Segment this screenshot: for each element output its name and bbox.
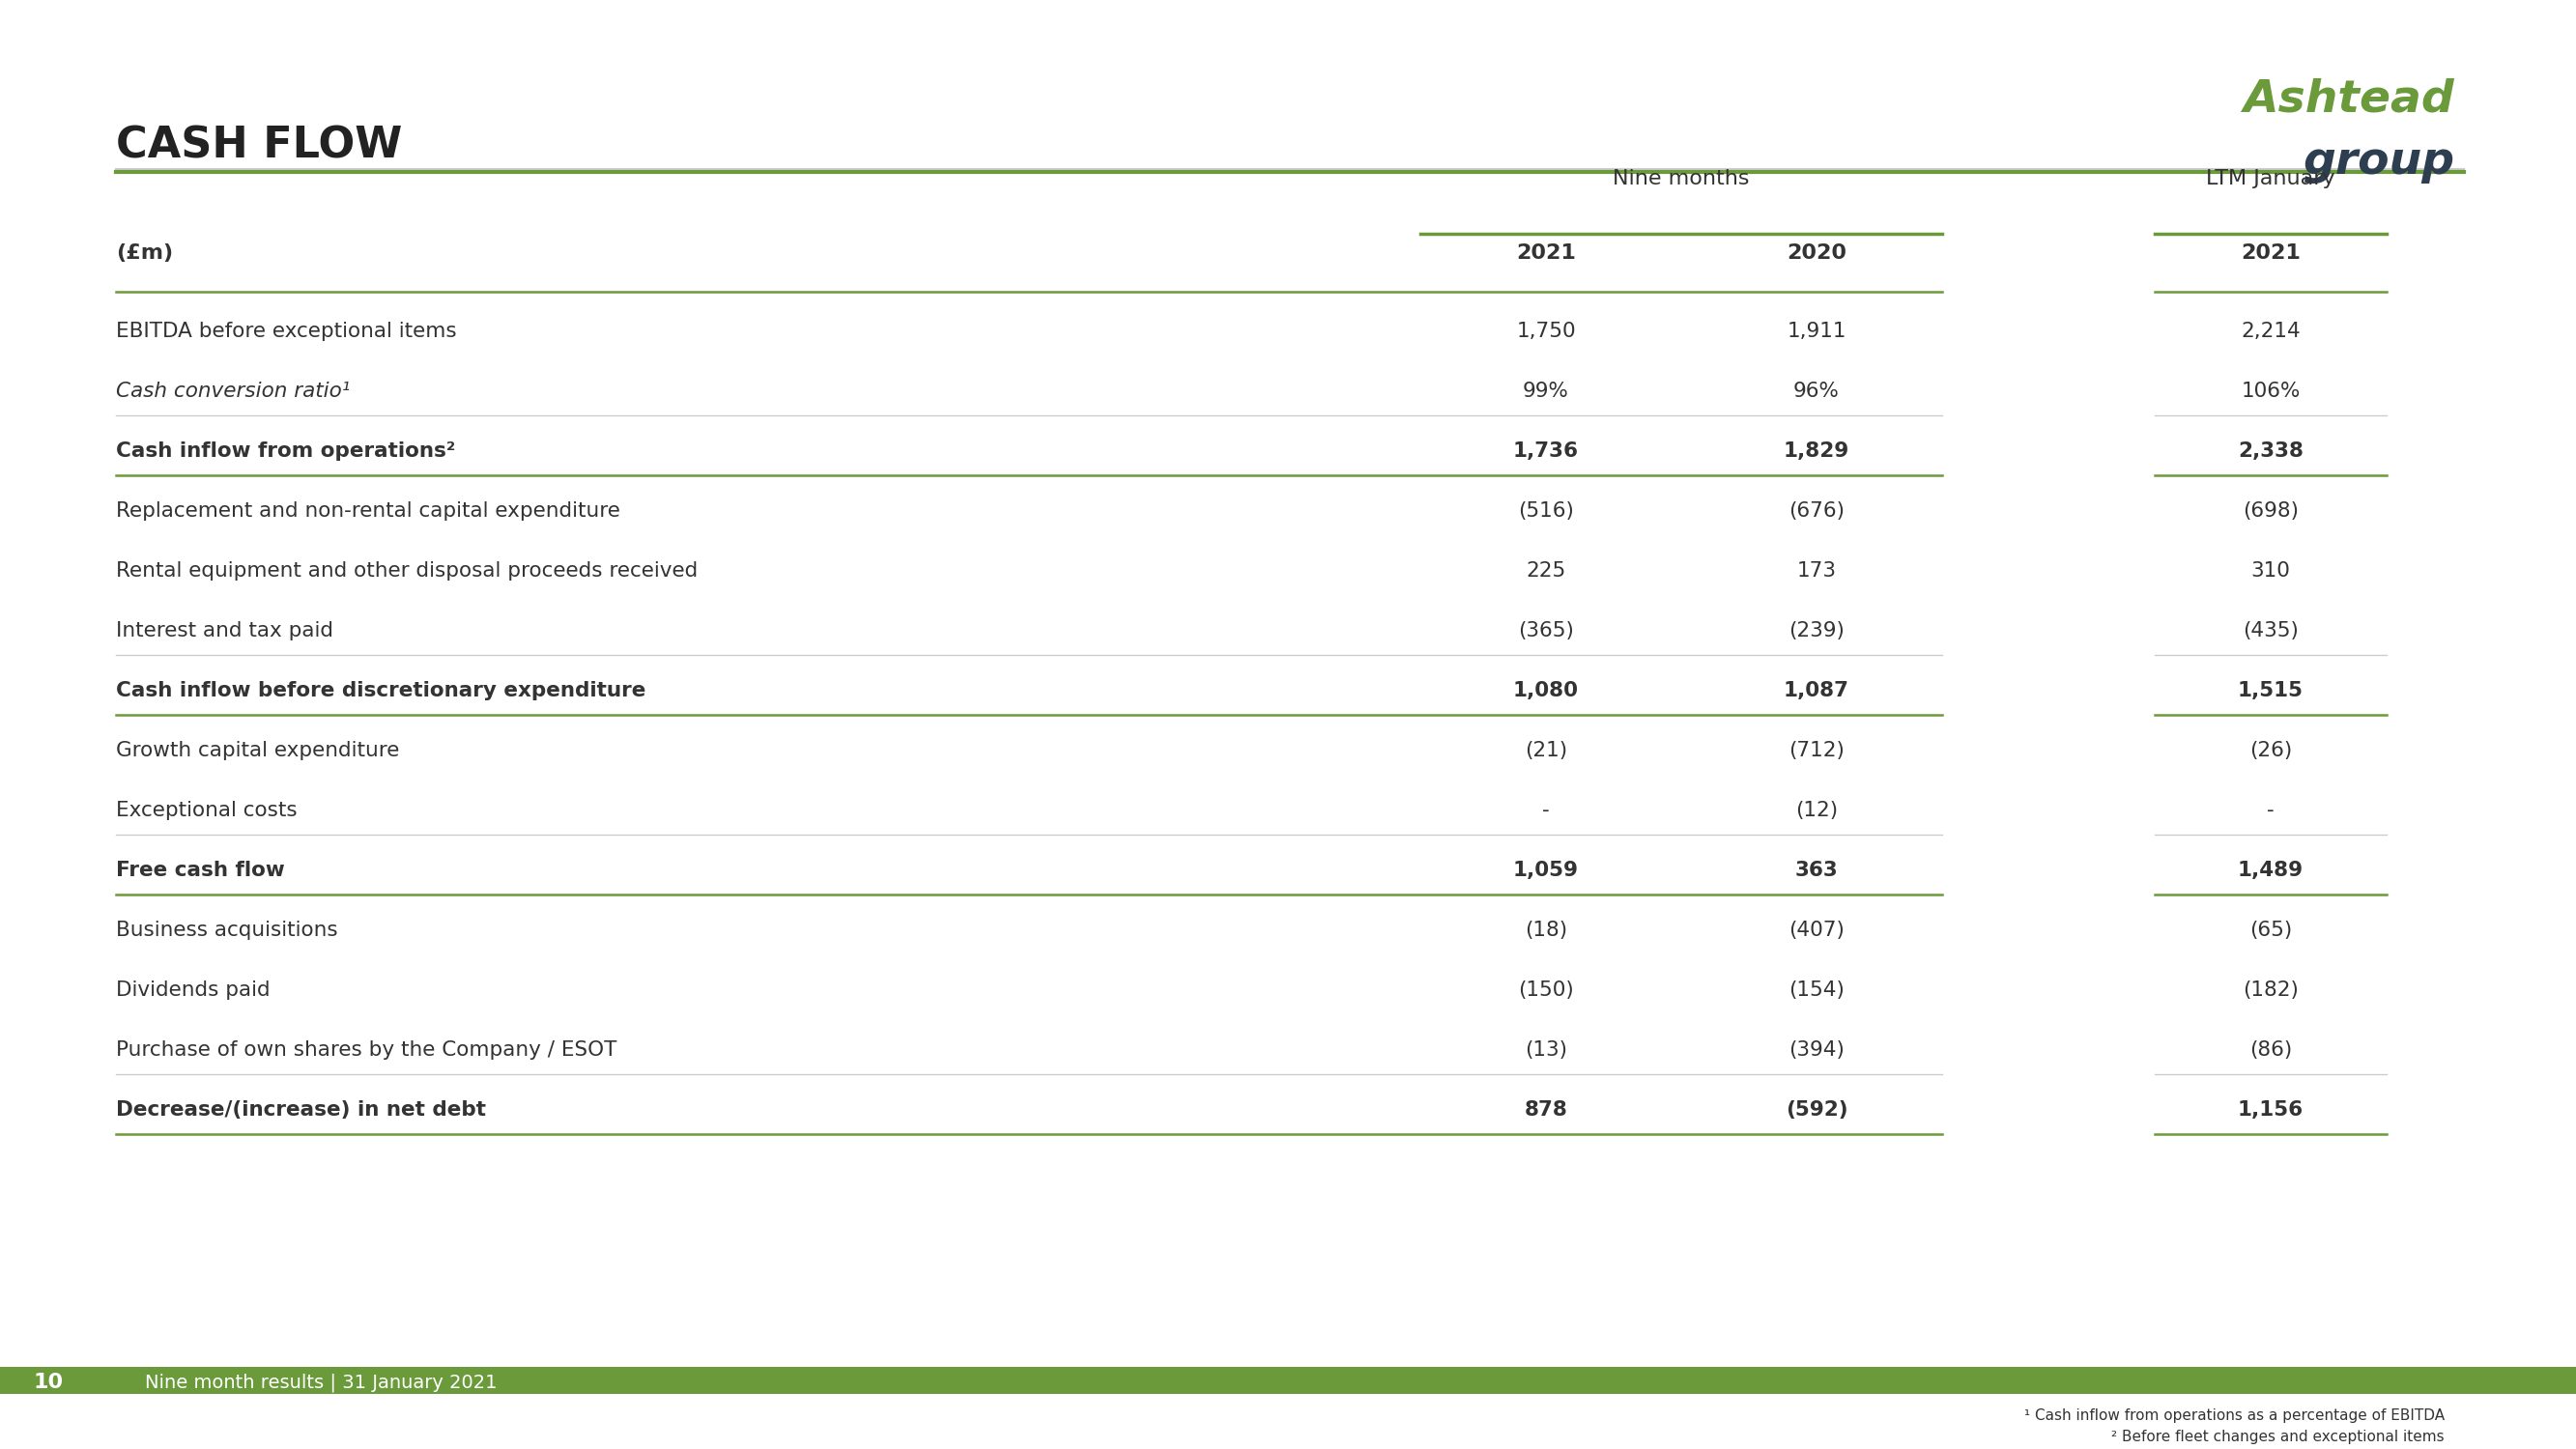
Text: 10: 10: [33, 1372, 64, 1392]
Text: Replacement and non-rental capital expenditure: Replacement and non-rental capital expen…: [116, 501, 621, 520]
Text: (86): (86): [2249, 1040, 2293, 1059]
Text: Growth capital expenditure: Growth capital expenditure: [116, 740, 399, 761]
Text: (13): (13): [1525, 1040, 1566, 1059]
Text: 2,214: 2,214: [2241, 322, 2300, 341]
Text: (712): (712): [1788, 740, 1844, 761]
Text: 2021: 2021: [1517, 243, 1577, 262]
Text: (435): (435): [2244, 622, 2298, 640]
Text: (£m): (£m): [116, 243, 173, 262]
Text: Cash inflow from operations²: Cash inflow from operations²: [116, 442, 456, 461]
Text: Cash inflow before discretionary expenditure: Cash inflow before discretionary expendi…: [116, 681, 647, 700]
Text: Nine months: Nine months: [1613, 170, 1749, 188]
Text: 1,087: 1,087: [1783, 681, 1850, 700]
Text: LTM January: LTM January: [2205, 170, 2336, 188]
Text: (12): (12): [1795, 801, 1837, 820]
Text: Exceptional costs: Exceptional costs: [116, 801, 296, 820]
Text: Interest and tax paid: Interest and tax paid: [116, 622, 332, 640]
Text: Cash conversion ratio¹: Cash conversion ratio¹: [116, 381, 350, 401]
Text: 1,750: 1,750: [1517, 322, 1577, 341]
Text: (516): (516): [1517, 501, 1574, 520]
Text: (365): (365): [1517, 622, 1574, 640]
Text: (150): (150): [1517, 981, 1574, 1000]
Text: 2021: 2021: [2241, 243, 2300, 262]
Text: 878: 878: [1525, 1100, 1569, 1120]
Text: -: -: [2267, 801, 2275, 820]
Text: 2020: 2020: [1788, 243, 1847, 262]
Text: ² Before fleet changes and exceptional items: ² Before fleet changes and exceptional i…: [2112, 1430, 2445, 1445]
Text: 1,829: 1,829: [1783, 442, 1850, 461]
Text: 1,736: 1,736: [1512, 442, 1579, 461]
Text: (18): (18): [1525, 920, 1566, 940]
Text: 1,911: 1,911: [1788, 322, 1847, 341]
Text: 1,515: 1,515: [2239, 681, 2303, 700]
Text: Nine month results | 31 January 2021: Nine month results | 31 January 2021: [144, 1374, 497, 1391]
Text: 2,338: 2,338: [2239, 442, 2303, 461]
Text: (239): (239): [1788, 622, 1844, 640]
Text: EBITDA before exceptional items: EBITDA before exceptional items: [116, 322, 456, 341]
Text: 1,080: 1,080: [1512, 681, 1579, 700]
Text: (65): (65): [2249, 920, 2293, 940]
Text: group: group: [2303, 141, 2455, 184]
Text: Rental equipment and other disposal proceeds received: Rental equipment and other disposal proc…: [116, 561, 698, 581]
Text: (698): (698): [2244, 501, 2298, 520]
Text: (182): (182): [2244, 981, 2298, 1000]
Text: 96%: 96%: [1793, 381, 1839, 401]
Text: 173: 173: [1795, 561, 1837, 581]
Text: (592): (592): [1785, 1100, 1847, 1120]
Text: 1,489: 1,489: [2239, 861, 2303, 880]
Text: (154): (154): [1788, 981, 1844, 1000]
Text: -: -: [1543, 801, 1551, 820]
Text: (21): (21): [1525, 740, 1566, 761]
Text: (26): (26): [2249, 740, 2293, 761]
Text: CASH FLOW: CASH FLOW: [116, 126, 402, 167]
Text: 1,059: 1,059: [1512, 861, 1579, 880]
Text: Business acquisitions: Business acquisitions: [116, 920, 337, 940]
Text: 225: 225: [1525, 561, 1566, 581]
FancyBboxPatch shape: [0, 1366, 2576, 1394]
Text: 1,156: 1,156: [2239, 1100, 2303, 1120]
Text: ¹ Cash inflow from operations as a percentage of EBITDA: ¹ Cash inflow from operations as a perce…: [2025, 1408, 2445, 1423]
Text: (407): (407): [1788, 920, 1844, 940]
Text: Purchase of own shares by the Company / ESOT: Purchase of own shares by the Company / …: [116, 1040, 616, 1059]
Text: Dividends paid: Dividends paid: [116, 981, 270, 1000]
Text: Free cash flow: Free cash flow: [116, 861, 286, 880]
Text: 363: 363: [1795, 861, 1839, 880]
Text: 106%: 106%: [2241, 381, 2300, 401]
Text: (394): (394): [1788, 1040, 1844, 1059]
Text: Decrease/(increase) in net debt: Decrease/(increase) in net debt: [116, 1100, 487, 1120]
Text: 99%: 99%: [1522, 381, 1569, 401]
Text: (676): (676): [1788, 501, 1844, 520]
Text: 310: 310: [2251, 561, 2290, 581]
Text: Ashtead: Ashtead: [2244, 77, 2455, 120]
